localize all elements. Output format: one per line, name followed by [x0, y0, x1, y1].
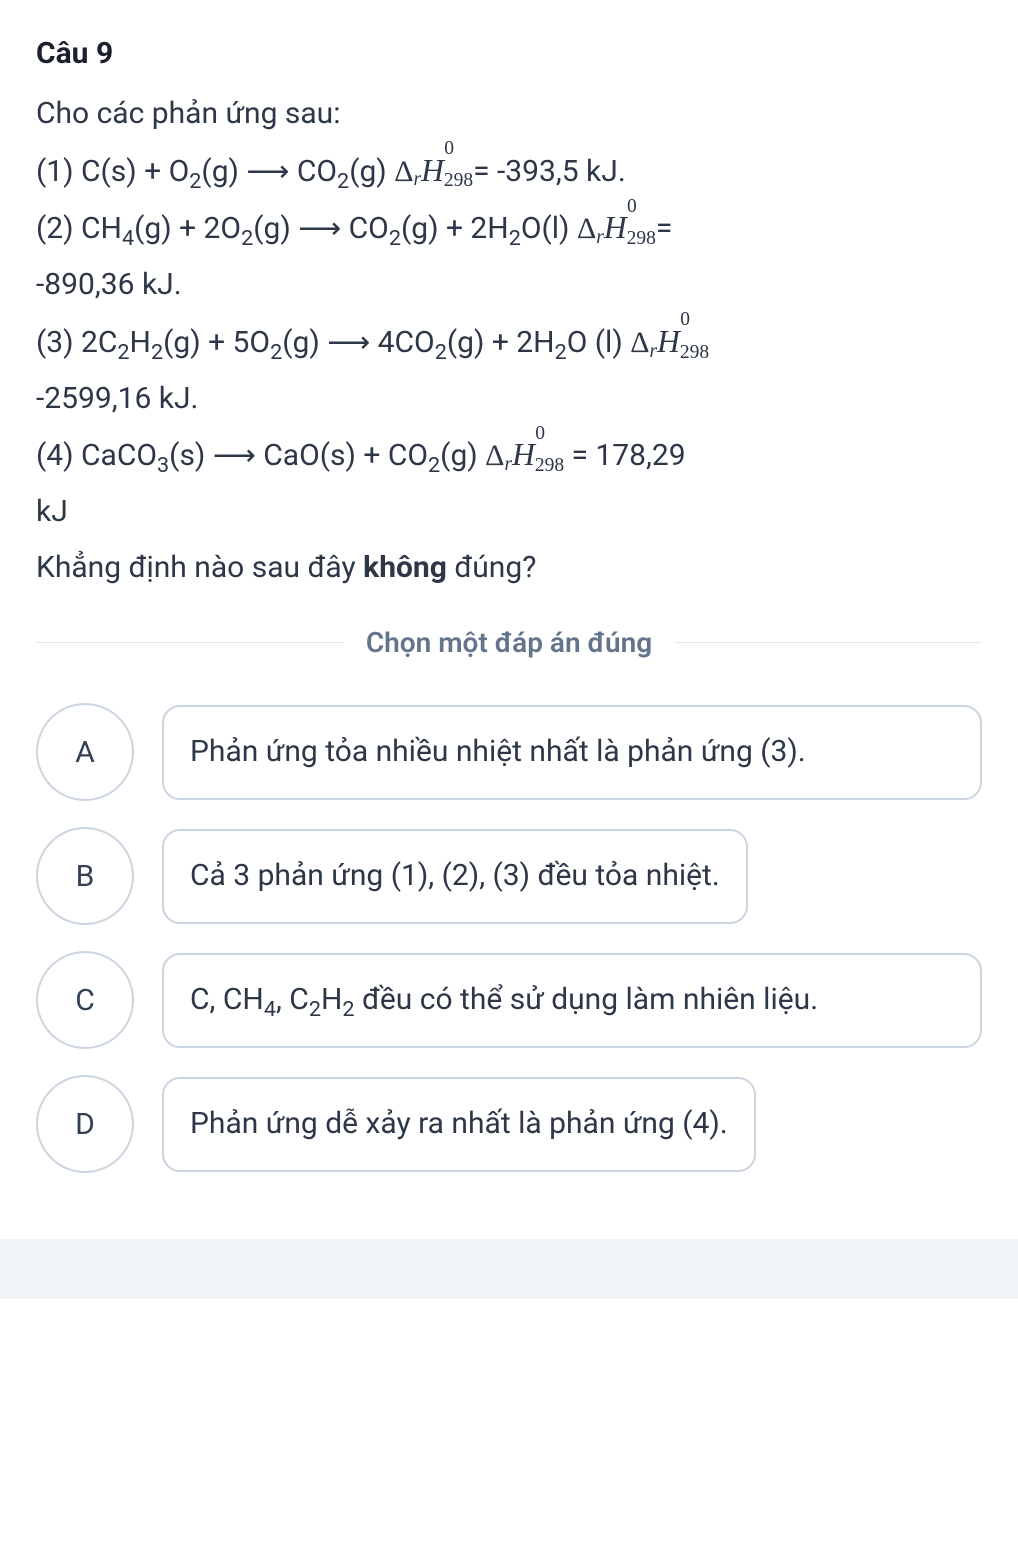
- divider-label: Chọn một đáp án đúng: [344, 626, 674, 659]
- reaction-4-value: kJ: [36, 487, 982, 537]
- section-divider: Chọn một đáp án đúng: [36, 626, 982, 659]
- delta-h-symbol: ΔrH0298: [485, 429, 564, 481]
- answer-options: A Phản ứng tỏa nhiều nhiệt nhất là phản …: [36, 703, 982, 1173]
- reaction-1: (1) C(s) + O2(g) ⟶ CO2(g) ΔrH0298= -393,…: [36, 145, 982, 197]
- option-d[interactable]: D Phản ứng dễ xảy ra nhất là phản ứng (4…: [36, 1075, 982, 1173]
- reaction-2-value: -890,36 kJ.: [36, 260, 982, 310]
- reaction-2: (2) CH4(g) + 2O2(g) ⟶ CO2(g) + 2H2O(l) Δ…: [36, 202, 982, 254]
- option-d-letter: D: [36, 1075, 134, 1173]
- option-b-text: Cả 3 phản ứng (1), (2), (3) đều tỏa nhiệ…: [162, 829, 748, 924]
- option-a-letter: A: [36, 703, 134, 801]
- delta-h-symbol: ΔrH0298: [394, 145, 473, 197]
- question-body: Cho các phản ứng sau: (1) C(s) + O2(g) ⟶…: [36, 89, 982, 592]
- option-b-letter: B: [36, 827, 134, 925]
- option-c-text: C, CH4, C2H2 đều có thể sử dụng làm nhiê…: [162, 953, 982, 1048]
- question-intro: Cho các phản ứng sau:: [36, 89, 982, 139]
- footer-space: [0, 1239, 1018, 1299]
- option-a-text: Phản ứng tỏa nhiều nhiệt nhất là phản ứn…: [162, 705, 982, 800]
- question-number: Câu 9: [36, 36, 982, 71]
- option-a[interactable]: A Phản ứng tỏa nhiều nhiệt nhất là phản …: [36, 703, 982, 801]
- divider-line-right: [674, 642, 982, 643]
- delta-h-symbol: ΔrH0298: [630, 316, 709, 368]
- option-c-letter: C: [36, 951, 134, 1049]
- reaction-3: (3) 2C2H2(g) + 5O2(g) ⟶ 4CO2(g) + 2H2O (…: [36, 316, 982, 368]
- delta-h-symbol: ΔrH0298: [577, 202, 656, 254]
- option-c[interactable]: C C, CH4, C2H2 đều có thể sử dụng làm nh…: [36, 951, 982, 1049]
- reaction-3-value: -2599,16 kJ.: [36, 374, 982, 424]
- question-container: Câu 9 Cho các phản ứng sau: (1) C(s) + O…: [0, 0, 1018, 1239]
- option-b[interactable]: B Cả 3 phản ứng (1), (2), (3) đều tỏa nh…: [36, 827, 982, 925]
- option-d-text: Phản ứng dễ xảy ra nhất là phản ứng (4).: [162, 1077, 756, 1172]
- reaction-4: (4) CaCO3(s) ⟶ CaO(s) + CO2(g) ΔrH0298 =…: [36, 429, 982, 481]
- divider-line-left: [36, 642, 344, 643]
- question-prompt: Khẳng định nào sau đây không đúng?: [36, 543, 982, 593]
